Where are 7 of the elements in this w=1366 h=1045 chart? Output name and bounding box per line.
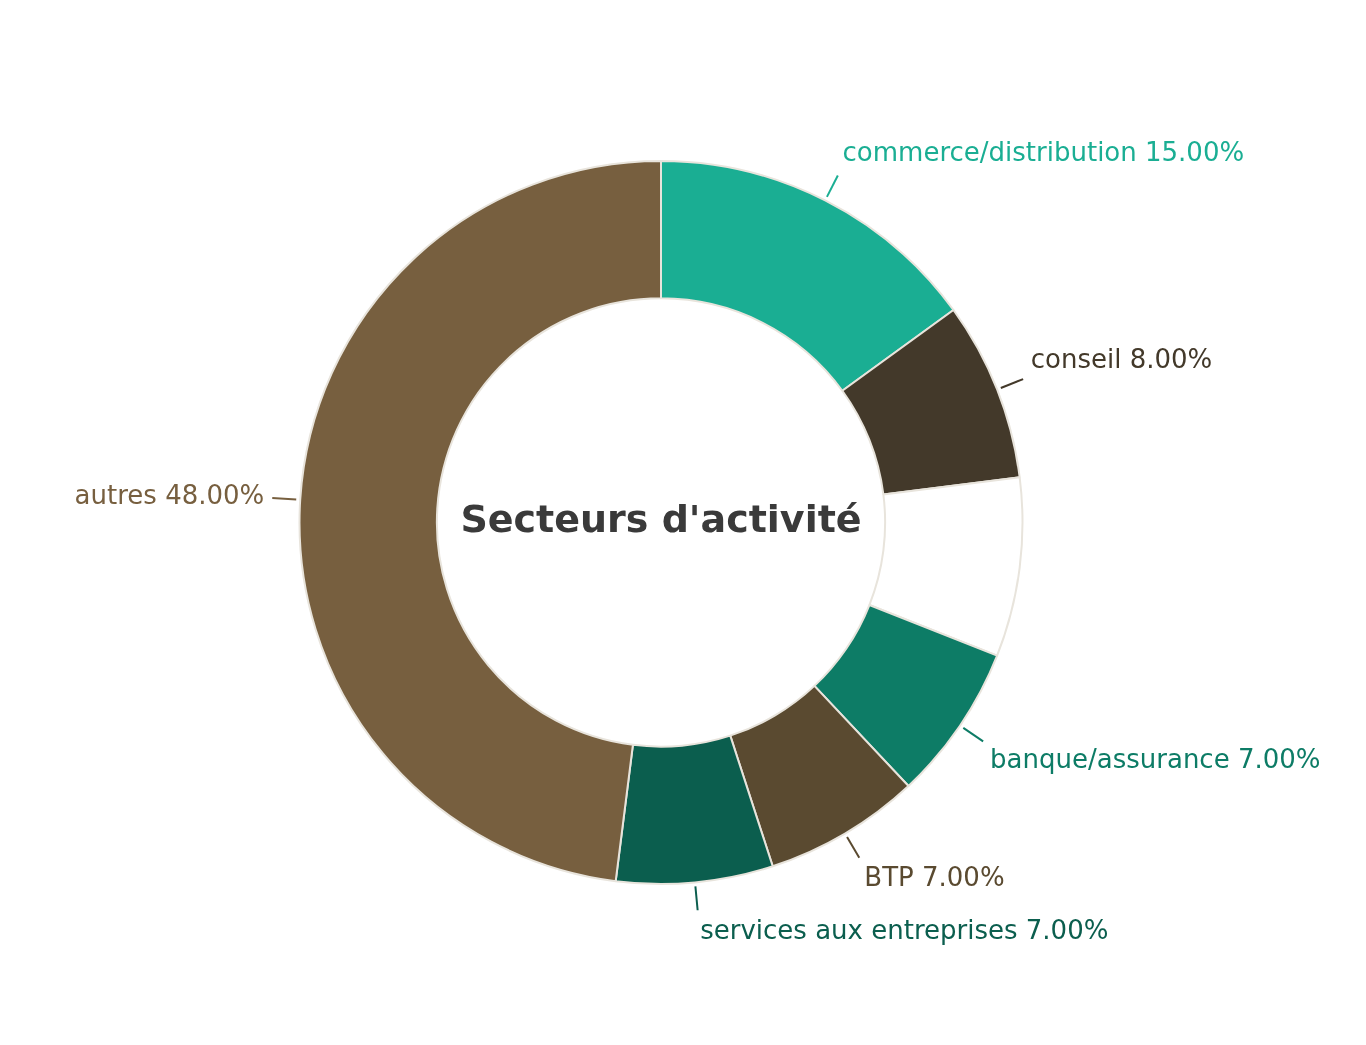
text: Secteurs d'activité bbox=[460, 497, 862, 542]
slice-label: banque/assurance 7.00% bbox=[990, 743, 1321, 774]
slice-label: commerce/distribution 15.00% bbox=[842, 136, 1245, 167]
slice-label: autres 48.00% bbox=[74, 480, 265, 511]
slice-label: BTP 7.00% bbox=[864, 861, 1005, 892]
slice-label: services aux entreprises 7.00% bbox=[700, 914, 1109, 945]
slice-label: conseil 8.00% bbox=[1030, 343, 1213, 374]
